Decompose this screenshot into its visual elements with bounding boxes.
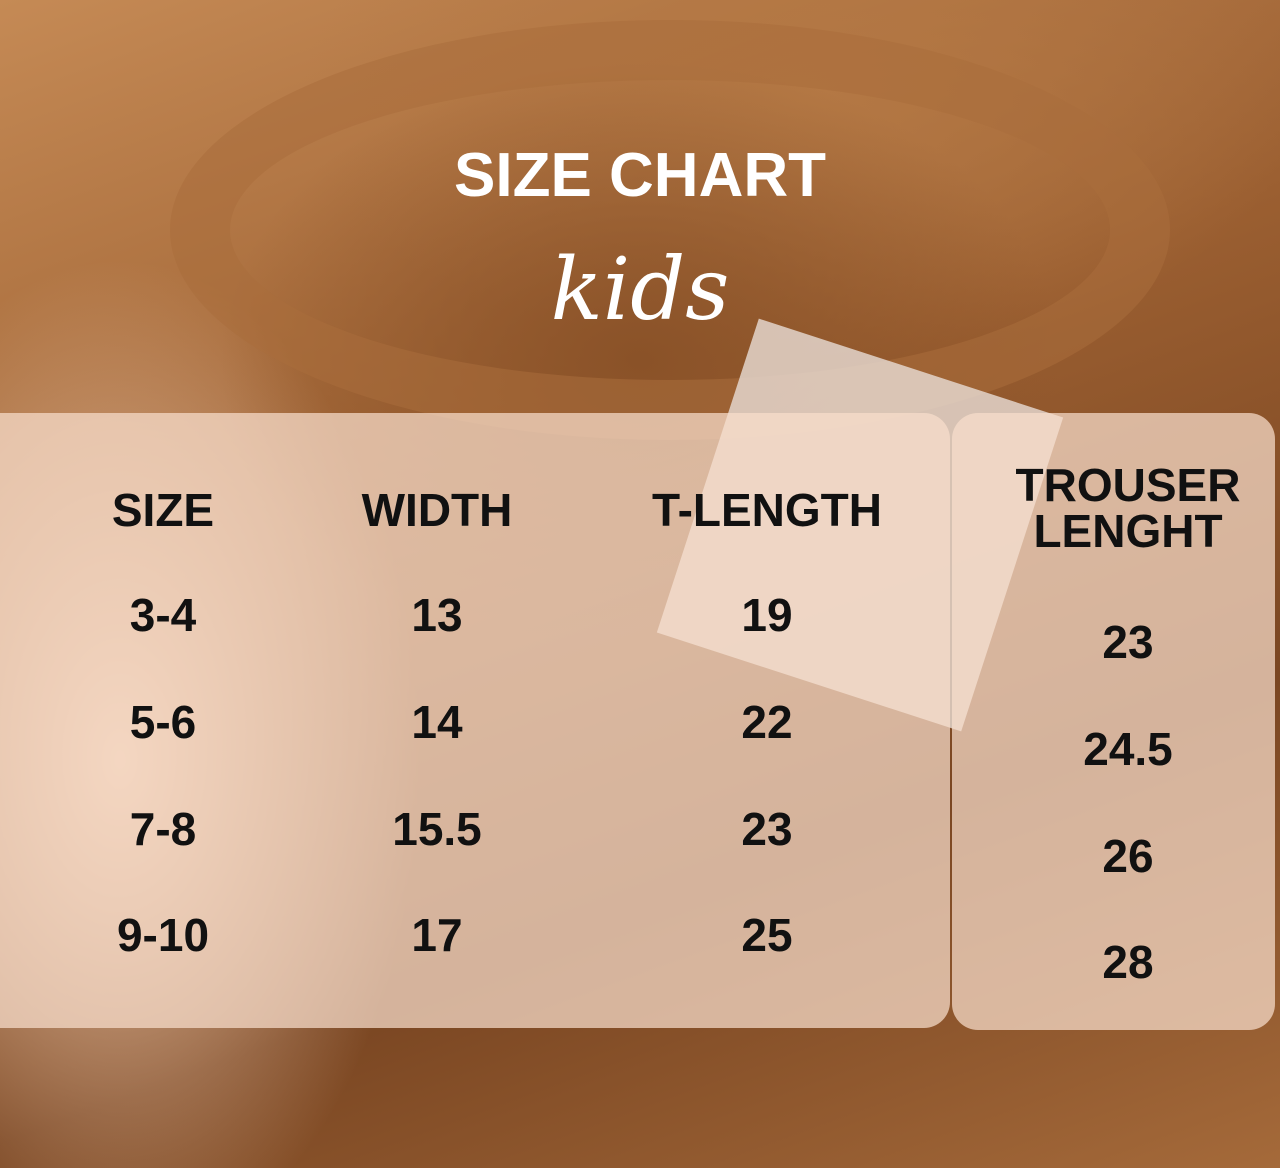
cell-size: 7-8: [129, 803, 197, 855]
trouser-table-panel: [952, 413, 1275, 1030]
cell-trouser-length: 24.5: [1083, 723, 1173, 775]
cell-size: 3-4: [129, 589, 197, 641]
cell-width: 15.5: [392, 803, 482, 855]
header-trouser-line-2: LENGHT: [1033, 505, 1223, 557]
cell-t-length: 22: [741, 696, 793, 748]
sweater-collar-background: [170, 20, 1170, 440]
cell-width: 14: [411, 696, 463, 748]
size-table-panel: [0, 413, 950, 1028]
subtitle-script: kids: [550, 240, 730, 340]
cell-t-length: 19: [741, 589, 793, 641]
page-title: SIZE CHART: [454, 141, 826, 210]
header-t-length: T-LENGTH: [652, 484, 882, 536]
header-trouser-line-1: TROUSER: [1015, 459, 1241, 511]
cell-width: 13: [411, 589, 463, 641]
header-width: WIDTH: [361, 484, 513, 536]
cell-t-length: 25: [741, 909, 793, 961]
cell-size: 5-6: [129, 696, 197, 748]
cell-width: 17: [411, 909, 463, 961]
header-trouser-length: TROUSER LENGHT: [1016, 462, 1241, 554]
cell-trouser-length: 26: [1102, 830, 1154, 882]
cell-t-length: 23: [741, 803, 793, 855]
cell-trouser-length: 28: [1102, 936, 1154, 988]
header-size: SIZE: [111, 484, 215, 536]
cell-size: 9-10: [116, 909, 210, 961]
cell-trouser-length: 23: [1102, 616, 1154, 668]
